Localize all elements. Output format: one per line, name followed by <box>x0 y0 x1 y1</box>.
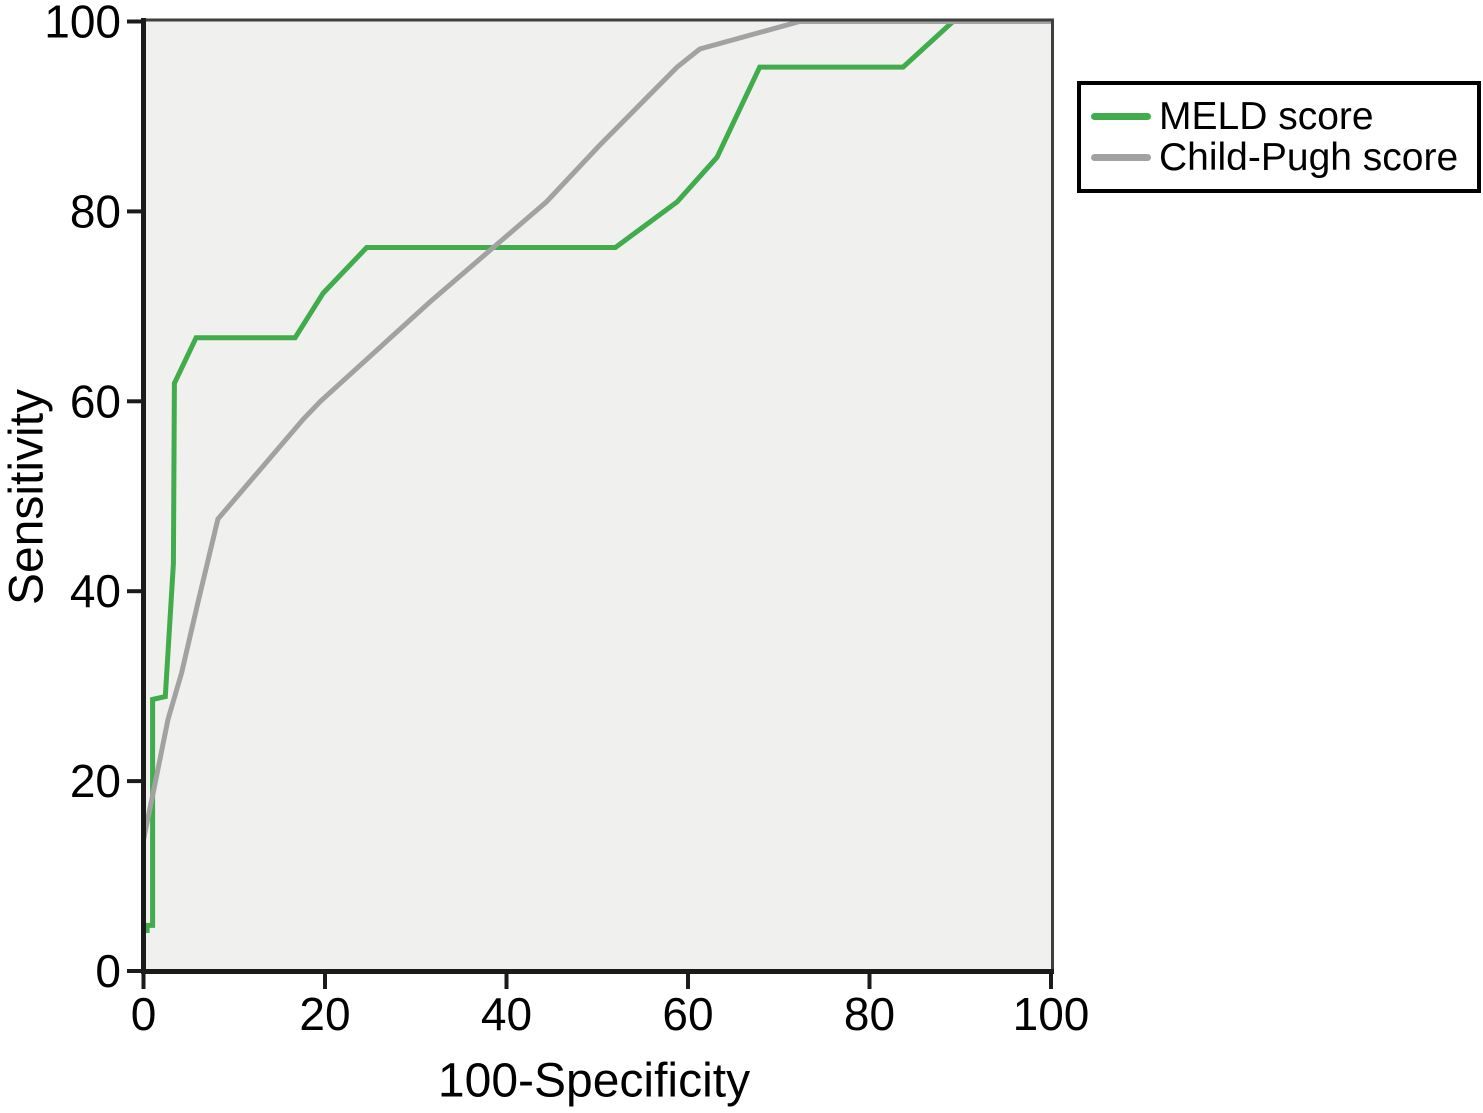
legend: MELD score Child-Pugh score <box>1077 81 1481 193</box>
legend-label-meld: MELD score <box>1159 94 1374 138</box>
legend-item-meld: MELD score <box>1091 96 1477 137</box>
roc-curve-meld-score <box>144 19 1051 933</box>
x-axis-title: 100-Specificity <box>437 1054 751 1108</box>
x-tick-label-100: 100 <box>1013 988 1090 1040</box>
y-tick-label-40: 40 <box>70 565 121 617</box>
x-tick-label-60: 60 <box>662 988 713 1040</box>
y-tick-label-100: 100 <box>44 0 121 48</box>
y-tick-label-0: 0 <box>95 945 121 997</box>
y-tick-label-60: 60 <box>70 375 121 427</box>
y-axis-title: Sensitivity <box>0 388 54 606</box>
childpugh-line-swatch-icon <box>1091 154 1151 161</box>
plot-area <box>143 21 1051 971</box>
x-tick-label-80: 80 <box>844 988 895 1040</box>
x-tick-label-40: 40 <box>481 988 532 1040</box>
legend-item-childpugh: Child-Pugh score <box>1091 137 1477 178</box>
meld-line-swatch-icon <box>1091 113 1151 120</box>
y-tick-label-80: 80 <box>70 185 121 237</box>
legend-label-childpugh: Child-Pugh score <box>1159 135 1459 179</box>
x-tick-label-20: 20 <box>299 988 350 1040</box>
y-tick-label-20: 20 <box>70 755 121 807</box>
x-tick-label-0: 0 <box>131 988 157 1040</box>
roc-curve-child-pugh-score <box>141 19 1051 841</box>
